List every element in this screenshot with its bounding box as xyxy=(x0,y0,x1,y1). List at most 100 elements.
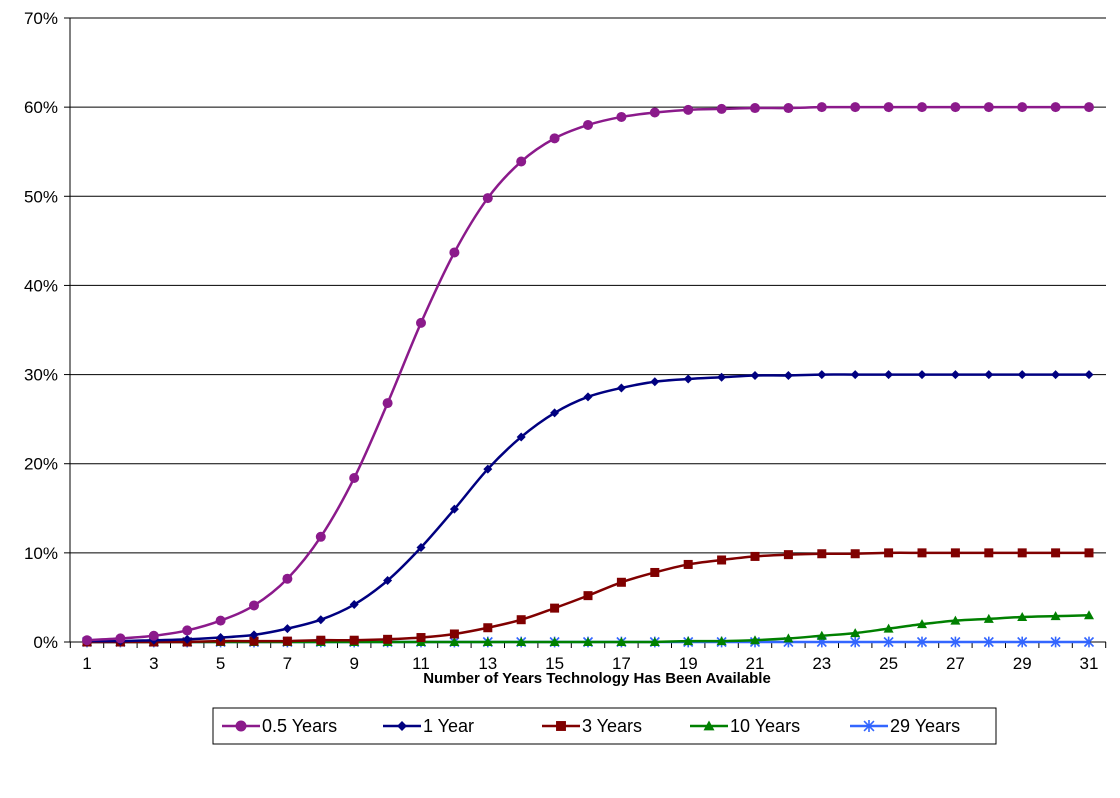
data-point xyxy=(1017,636,1028,648)
tick-labels: 0%10%20%30%40%50%60%70%1 3 5 7 9 11 13 15 17 19 21… xyxy=(24,9,1098,673)
data-point xyxy=(883,623,894,633)
data-point xyxy=(215,615,226,626)
x-tick-label: 27 xyxy=(946,654,965,673)
data-point xyxy=(1051,370,1061,380)
data-point xyxy=(1083,636,1095,648)
data-point xyxy=(1084,102,1094,113)
data-point xyxy=(516,615,526,625)
data-point xyxy=(182,625,193,636)
data-point xyxy=(383,575,393,585)
data-point xyxy=(716,636,727,646)
x-tick-label: 9 xyxy=(349,654,358,673)
y-tick-label: 30% xyxy=(24,366,58,385)
legend-item: 3 Years xyxy=(542,716,642,736)
data-point xyxy=(950,636,961,648)
data-point xyxy=(115,633,126,644)
legend-label: 1 Year xyxy=(423,716,474,736)
data-point xyxy=(483,623,493,633)
legend-marker xyxy=(556,721,566,731)
data-point xyxy=(983,636,994,648)
legend-label: 0.5 Years xyxy=(262,716,337,736)
data-point xyxy=(717,372,727,382)
data-point xyxy=(1050,636,1061,648)
data-point xyxy=(616,383,626,393)
data-point xyxy=(516,637,527,646)
x-tick-label: 25 xyxy=(879,654,898,673)
series-line xyxy=(86,373,1089,643)
x-tick-label: 1 xyxy=(82,654,91,673)
data-point xyxy=(216,633,226,643)
legend-item: 0.5 Years xyxy=(222,716,337,736)
series-0-5-years xyxy=(82,102,1094,646)
data-point xyxy=(249,600,259,611)
y-tick-label: 70% xyxy=(24,9,58,28)
data-point xyxy=(416,543,426,553)
gridlines xyxy=(70,17,1106,554)
data-point xyxy=(649,107,660,118)
data-point xyxy=(716,103,727,114)
data-point xyxy=(616,111,627,122)
data-point xyxy=(416,633,426,643)
x-tick-label: 17 xyxy=(612,654,631,673)
data-point xyxy=(315,531,326,542)
data-point xyxy=(383,634,393,644)
data-point xyxy=(950,615,961,625)
data-point xyxy=(1017,612,1028,622)
data-point xyxy=(783,633,794,643)
data-point xyxy=(1017,370,1027,380)
legend-marker xyxy=(397,721,407,731)
data-point xyxy=(1084,610,1094,620)
series-lines xyxy=(81,102,1095,648)
x-tick-label: 3 xyxy=(149,654,158,673)
data-point xyxy=(850,549,860,559)
data-point xyxy=(550,408,560,418)
data-point xyxy=(917,102,927,113)
data-point xyxy=(750,103,760,114)
x-tick-label: 11 xyxy=(412,654,430,673)
data-point xyxy=(717,555,727,565)
data-point xyxy=(449,247,460,258)
data-point xyxy=(516,432,526,442)
data-point xyxy=(816,630,827,640)
data-point xyxy=(249,630,259,640)
data-point xyxy=(316,615,326,625)
data-point xyxy=(349,600,359,610)
data-point xyxy=(950,548,960,558)
series-3-years xyxy=(82,548,1094,647)
data-point xyxy=(249,636,259,646)
data-point xyxy=(950,102,961,113)
legend-item: 1 Year xyxy=(383,716,474,736)
data-point xyxy=(817,370,827,380)
data-point xyxy=(449,504,459,514)
data-point xyxy=(182,634,192,644)
data-point xyxy=(349,635,359,645)
legend-label: 10 Years xyxy=(730,716,800,736)
legend-label: 29 Years xyxy=(890,716,960,736)
data-point xyxy=(683,104,694,115)
legend-item: 10 Years xyxy=(690,716,800,736)
data-point xyxy=(783,370,793,380)
x-tick-label: 23 xyxy=(812,654,831,673)
data-point xyxy=(650,377,660,387)
data-point xyxy=(649,637,660,646)
y-tick-label: 40% xyxy=(24,276,58,295)
y-tick-label: 60% xyxy=(24,98,58,117)
y-tick-label: 0% xyxy=(33,633,58,652)
data-point xyxy=(583,637,593,646)
data-point xyxy=(750,635,760,645)
data-point xyxy=(983,102,994,113)
data-point xyxy=(148,630,159,641)
data-point xyxy=(750,551,760,561)
data-point xyxy=(916,636,928,648)
data-point xyxy=(917,619,927,629)
data-point xyxy=(983,613,994,623)
x-tick-label: 5 xyxy=(216,654,225,673)
data-point xyxy=(750,370,760,380)
data-point xyxy=(1050,611,1061,621)
y-tick-label: 10% xyxy=(24,544,58,563)
legend: 0.5 Years 1 Year 3 Years 10 Years 29 Years xyxy=(212,707,997,745)
data-point xyxy=(883,102,894,113)
data-point xyxy=(817,549,827,559)
